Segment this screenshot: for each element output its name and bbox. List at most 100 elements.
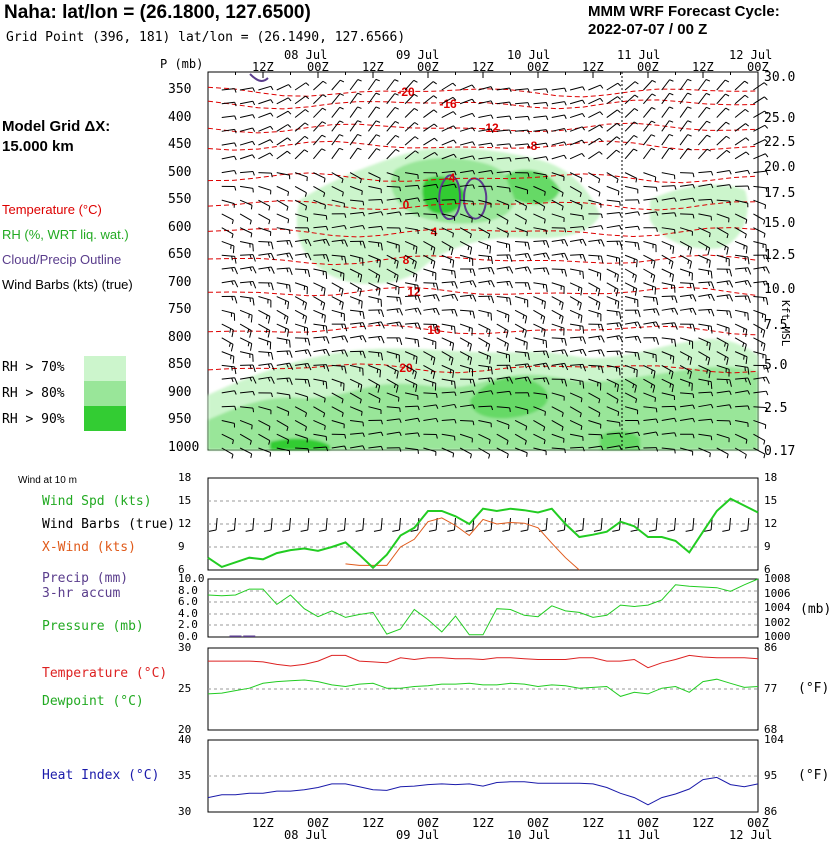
isotherm-label: 8 [403, 253, 410, 267]
barb-half [763, 255, 764, 259]
barb-half [761, 342, 762, 346]
wind-barb [313, 255, 326, 256]
barb-half [765, 111, 768, 114]
barb-half [232, 256, 233, 260]
barb-half [397, 297, 398, 301]
wind-barb [460, 420, 473, 421]
barb-flag [455, 327, 456, 334]
barb-half [653, 297, 654, 301]
barb-flag [711, 382, 712, 389]
barb-half [342, 366, 343, 370]
barb-half [488, 256, 489, 260]
wind-barb [735, 296, 748, 297]
barb-flag [637, 260, 638, 267]
barb-half [249, 314, 250, 318]
wind-barb [588, 434, 601, 435]
barb-half [362, 412, 363, 416]
barb-half [766, 408, 767, 412]
barb-flag [637, 370, 638, 377]
barb-half [581, 205, 582, 209]
barb-half [268, 352, 269, 356]
barb-half [765, 154, 767, 157]
barb-half [487, 245, 488, 249]
barb-half [635, 243, 636, 247]
wind-barb [258, 241, 271, 242]
barb-half [656, 408, 657, 412]
barb-half [618, 191, 619, 195]
barb-flag [233, 356, 234, 363]
wind-panel-frame [208, 478, 758, 570]
barb-half [507, 298, 508, 302]
barb-half [450, 259, 451, 263]
wind-barb [368, 200, 381, 201]
barb-flag [766, 298, 767, 305]
barb-half [525, 353, 526, 357]
barb-half [285, 301, 286, 305]
isotherm-label: 4 [431, 225, 438, 239]
barb-half [231, 355, 232, 359]
barb-half [510, 408, 511, 412]
barb-half [470, 311, 471, 315]
barb-flag [764, 344, 765, 351]
barb-half [710, 453, 711, 457]
isotherm-label: 16 [427, 323, 441, 337]
wind-barb [717, 310, 730, 311]
wind-barb [387, 186, 400, 187]
barb-half [288, 219, 289, 223]
barb-half [763, 378, 765, 382]
barb-flag [766, 255, 768, 262]
barb-half [470, 454, 471, 458]
barb-half [764, 97, 767, 100]
barb-flag [748, 313, 749, 320]
barb-half [322, 314, 323, 318]
barb-flag [290, 340, 291, 347]
isotherm-label: -12 [481, 121, 499, 135]
barb-half [252, 425, 253, 429]
wind-barb [533, 351, 546, 352]
barb-half [525, 242, 526, 246]
barb-half [693, 394, 694, 398]
barb-half [764, 83, 767, 86]
barb-half [545, 192, 546, 196]
barb-half [253, 408, 254, 412]
wind-barb [405, 406, 418, 407]
barb-half [655, 398, 656, 402]
precip-panel-frame [208, 579, 758, 637]
barb-flag [326, 272, 327, 279]
barb-half [707, 342, 708, 346]
barb-half [763, 267, 765, 271]
wind-barb [258, 173, 271, 174]
barb-half [766, 171, 767, 175]
wind-barb [662, 296, 675, 297]
barb-half [342, 256, 343, 260]
barb-flag [766, 377, 769, 384]
barb-half [634, 259, 635, 263]
isotherm-label: -20 [397, 85, 415, 99]
barb-half [545, 412, 546, 416]
isotherm-label: 20 [399, 361, 413, 375]
wind-barb [478, 406, 491, 407]
barb-half [761, 329, 762, 333]
barb-half [727, 454, 728, 458]
barb-half [414, 246, 415, 250]
barb-flag [380, 370, 381, 377]
barb-half [359, 300, 360, 304]
barb-flag [418, 285, 419, 292]
barb-half [508, 205, 509, 209]
barb-flag [766, 365, 768, 372]
temp-panel-frame [208, 648, 758, 730]
heat-panel-frame [208, 740, 758, 812]
wind-barb [442, 200, 455, 201]
barb-half [581, 398, 582, 402]
barb-half [542, 300, 543, 304]
barb-half [489, 454, 490, 458]
barb-flag [619, 368, 620, 375]
barb-flag [326, 382, 327, 389]
barb-half [764, 454, 765, 458]
barb-half [615, 300, 616, 304]
barb-flag [766, 267, 769, 274]
barb-half [325, 426, 326, 430]
barb-half [363, 201, 364, 205]
barb-flag [766, 281, 769, 288]
